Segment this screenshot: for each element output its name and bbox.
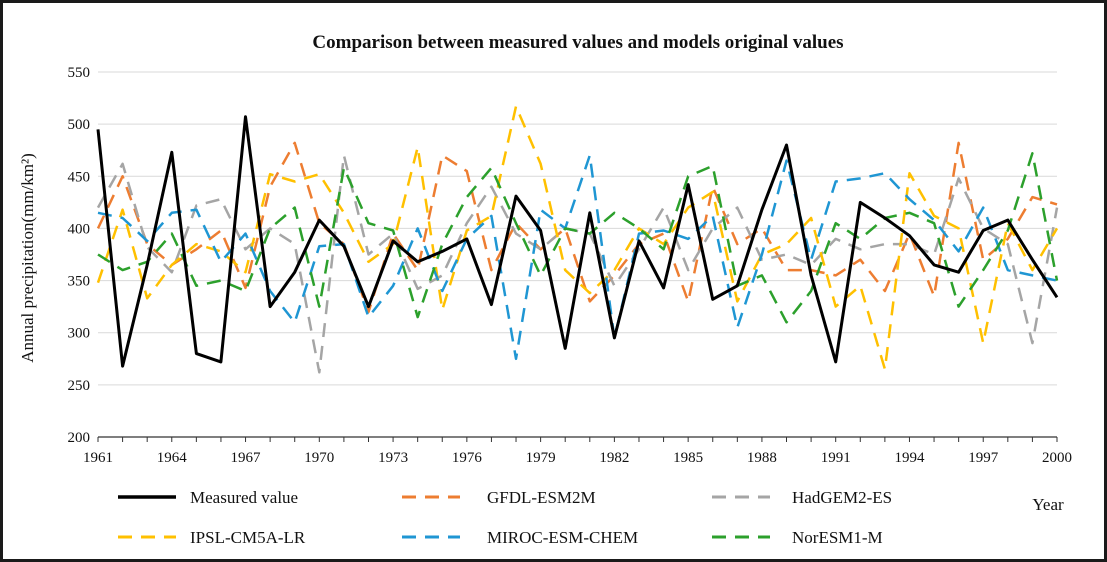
y-tick-label: 350 [68, 274, 91, 290]
legend-label: NorESM1-M [792, 528, 883, 547]
y-tick-label: 450 [68, 169, 91, 185]
series-line [96, 154, 1059, 374]
x-axis-label: Year [1032, 495, 1064, 514]
gridlines [98, 71, 1057, 386]
y-tick-label: 250 [68, 378, 91, 394]
y-axis-label: Annual precipitation(mm/km²) [18, 153, 37, 363]
x-tick-label: 1985 [673, 450, 703, 466]
x-tick-label: 1988 [747, 450, 777, 466]
y-axis: 200 250 300 350 400 450 500 550 [68, 65, 91, 446]
series-line [97, 152, 1059, 324]
x-axis: 1961 1964 1967 1970 1973 1976 1979 1982 1985 1988… [83, 436, 1072, 466]
legend-label: GFDL-ESM2M [487, 488, 596, 507]
y-tick-label: 200 [68, 430, 91, 446]
x-tick-label: 1976 [452, 450, 483, 466]
chart-title: Comparison between measured values and m… [312, 32, 843, 53]
x-tick-label: 1964 [157, 450, 188, 466]
legend-label: HadGEM2-ES [792, 488, 892, 507]
y-tick-label: 500 [68, 117, 91, 133]
x-tick-label: 1994 [894, 450, 925, 466]
legend-label: Measured value [190, 488, 298, 507]
x-tick-label: 1967 [231, 450, 262, 466]
legend: Measured value GFDL-ESM2M HadGEM2-ES IPSL-C… [118, 488, 892, 547]
x-tick-label: 1979 [526, 450, 556, 466]
x-tick-label: 1997 [968, 450, 999, 466]
x-tick-label: 1973 [378, 450, 408, 466]
x-tick-label: 1982 [599, 450, 629, 466]
x-tick-label: 2000 [1042, 450, 1072, 466]
y-tick-label: 550 [68, 65, 91, 81]
legend-label: MIROC-ESM-CHEM [487, 528, 638, 547]
legend-label: IPSL-CM5A-LR [190, 528, 306, 547]
series-lines [96, 105, 1059, 374]
x-tick-label: 1991 [821, 450, 851, 466]
series-line [97, 154, 1058, 361]
x-tick-label: 1961 [83, 450, 113, 466]
series-line [96, 115, 1059, 368]
x-tick-label: 1970 [304, 450, 334, 466]
y-tick-label: 300 [68, 326, 91, 342]
y-tick-label: 400 [68, 221, 91, 237]
